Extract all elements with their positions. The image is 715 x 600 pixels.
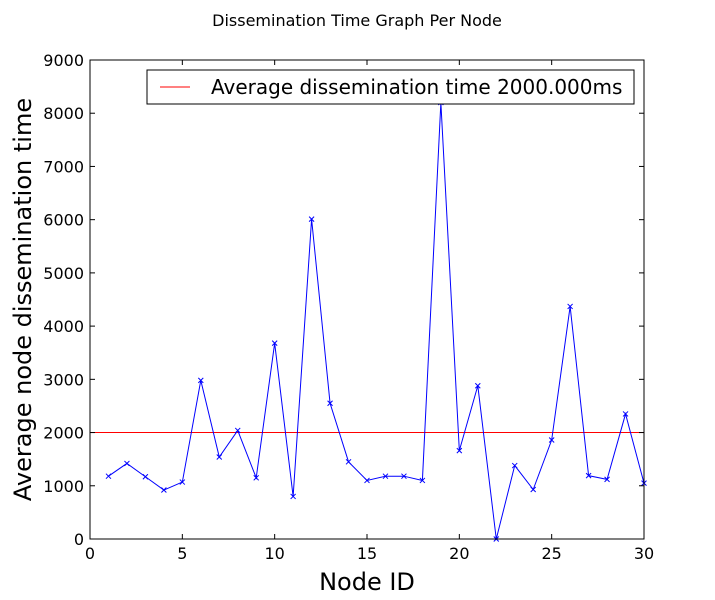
data-point-marker [271, 340, 278, 346]
x-axis-label: Node ID [319, 568, 415, 596]
legend-box [146, 69, 635, 105]
data-point-marker [530, 486, 537, 493]
y-tick-label: 5000 [43, 264, 84, 283]
x-tick-label: 5 [177, 544, 187, 563]
y-tick-label: 0 [74, 530, 84, 549]
data-point-marker [161, 487, 167, 493]
y-tick-label: 8000 [43, 104, 84, 123]
y-axis-label: Average node dissemination time [9, 98, 37, 501]
data-point-marker [585, 472, 592, 479]
plot-area [90, 99, 647, 542]
y-tick-label: 6000 [43, 211, 84, 230]
y-tick-label: 2000 [43, 424, 84, 443]
chart-title: Dissemination Time Graph Per Node [212, 11, 502, 30]
data-point-marker [622, 411, 629, 417]
data-point-marker [105, 473, 112, 480]
legend: Average dissemination time 2000.000ms [146, 69, 635, 105]
x-tick-label: 15 [357, 544, 377, 563]
data-point-marker [290, 493, 296, 500]
data-point-marker [345, 458, 352, 465]
data-point-marker [401, 473, 407, 480]
data-point-marker [511, 462, 518, 469]
data-point-marker [253, 474, 260, 481]
data-point-marker [419, 477, 426, 484]
data-point-marker [364, 477, 370, 484]
y-tick-label: 9000 [43, 51, 84, 70]
axis-ticks: 0 5 10 15 20 25 30 0 1000 2000 3000 4000 5000 6000 700… [43, 51, 654, 563]
data-point-marker [216, 454, 223, 460]
data-point-marker [142, 473, 149, 480]
data-point-marker [567, 303, 573, 310]
data-point-marker [548, 437, 555, 443]
data-point-marker [456, 447, 463, 454]
data-point-marker [474, 382, 481, 389]
data-point-marker [179, 479, 186, 485]
x-tick-label: 0 [85, 544, 95, 563]
data-point-marker [197, 377, 204, 384]
x-tick-label: 30 [634, 544, 654, 563]
axes-frame [89, 59, 645, 540]
series-line [108, 102, 645, 540]
data-point-marker [327, 400, 333, 407]
y-tick-label: 4000 [43, 317, 84, 336]
y-tick-label: 7000 [43, 157, 84, 176]
data-point-marker [234, 427, 241, 434]
data-point-marker [124, 460, 130, 467]
x-tick-label: 10 [264, 544, 284, 563]
x-tick-label: 25 [541, 544, 561, 563]
data-point-marker [604, 476, 610, 483]
data-point-marker [308, 216, 315, 222]
y-tick-label: 1000 [43, 477, 84, 496]
legend-label-average: Average dissemination time 2000.000ms [211, 75, 622, 99]
data-point-marker [382, 473, 389, 480]
y-tick-label: 3000 [43, 370, 84, 389]
x-tick-label: 20 [449, 544, 469, 563]
